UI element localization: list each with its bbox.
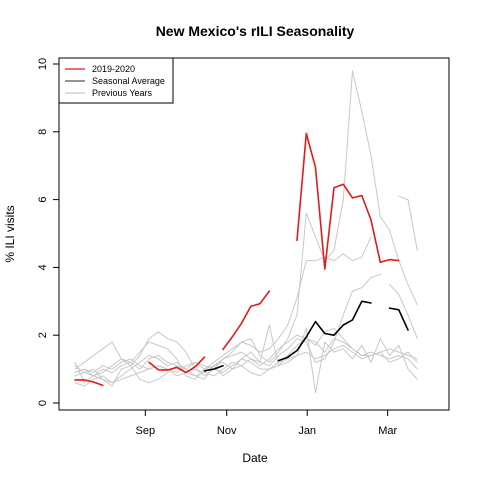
- legend-item-previous-years: Previous Years: [65, 88, 153, 98]
- y-tick-label: 8: [37, 129, 49, 135]
- y-tick-label: 10: [37, 58, 49, 70]
- series-previous-years-5: [74, 327, 418, 394]
- series-previous-years-4: [74, 327, 418, 373]
- x-tick-label: Sep: [136, 425, 156, 437]
- legend-label: Seasonal Average: [92, 76, 165, 86]
- series-seasonal-average-7: [203, 300, 409, 372]
- y-tick-label: 0: [37, 400, 49, 406]
- series-line-segment: [203, 364, 224, 372]
- legend-label: 2019-2020: [92, 64, 135, 74]
- series-line-segment: [74, 236, 372, 380]
- y-axis-label: % ILI visits: [3, 205, 17, 262]
- series-line-segment: [388, 307, 409, 331]
- y-tick-label: 2: [37, 332, 49, 338]
- series-line-segment: [148, 356, 206, 374]
- series-layer: [74, 70, 418, 394]
- series-previous-years-6: [74, 344, 418, 387]
- series-line-segment: [296, 132, 400, 270]
- x-tick-label: Jan: [298, 425, 316, 437]
- y-tick-label: 4: [37, 264, 49, 270]
- series-line-segment: [74, 327, 418, 394]
- legend-item-seasonal-average: Seasonal Average: [65, 76, 165, 86]
- chart-title: New Mexico's rILI Seasonality: [156, 23, 355, 39]
- series-line-segment: [74, 327, 418, 373]
- series-line-segment: [74, 344, 418, 387]
- series-line-segment: [222, 290, 271, 351]
- x-axis-label: Date: [242, 451, 268, 465]
- x-tick-label: Nov: [217, 425, 237, 437]
- plot-frame: [58, 57, 450, 411]
- series-previous-years-1: [74, 236, 418, 380]
- legend-item-2019-2020: 2019-2020: [65, 64, 135, 74]
- series-line-segment: [389, 283, 418, 340]
- series-line-segment: [398, 195, 418, 251]
- series-2019-2020-8: [74, 132, 400, 387]
- series-line-segment: [277, 300, 372, 362]
- legend: 2019-2020 Seasonal Average Previous Years: [58, 57, 174, 104]
- series-line-segment: [74, 379, 104, 387]
- x-tick-label: Mar: [378, 425, 397, 437]
- y-tick-label: 6: [37, 197, 49, 203]
- legend-label: Previous Years: [92, 88, 153, 98]
